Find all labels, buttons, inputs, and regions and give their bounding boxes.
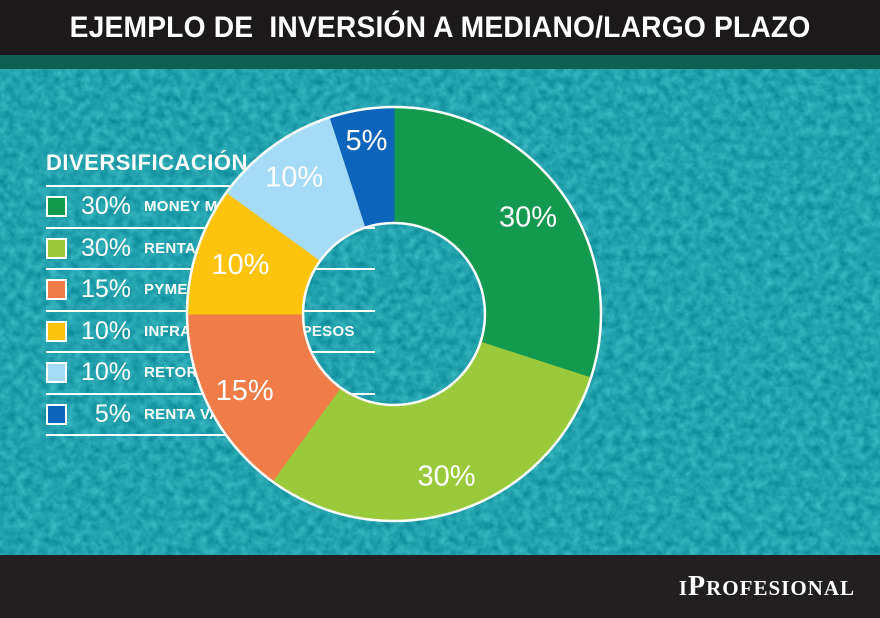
donut-slice-label: 30% <box>417 460 475 492</box>
legend-percent: 10% <box>80 316 131 345</box>
donut-slice <box>393 106 602 379</box>
chart-area: DIVERSIFICACIÓN 30% MONEY MARKET 30% RENTA … <box>0 69 880 555</box>
donut-slice-label: 15% <box>216 375 274 407</box>
legend-swatch <box>46 237 67 259</box>
donut-slice-label: 10% <box>211 249 269 281</box>
donut-chart: 30% 30% 15% 10% 10% 5% <box>185 105 603 523</box>
legend-swatch <box>46 320 67 342</box>
page-title: EJEMPLO DE INVERSIÓN A MEDIANO/LARGO PLA… <box>69 10 811 44</box>
legend-title: DIVERSIFICACIÓN <box>46 150 375 187</box>
legend-percent: 5% <box>94 399 131 428</box>
legend-percent: 30% <box>80 233 131 262</box>
legend-percent: 10% <box>80 358 131 387</box>
donut-slice-label: 30% <box>499 202 557 234</box>
footer-bar: IPROFESIONAL <box>0 555 880 618</box>
legend-swatch <box>46 362 67 384</box>
legend-percent: 30% <box>80 192 131 221</box>
donut-inner-outline <box>301 221 487 407</box>
donut-outer-outline <box>185 105 603 523</box>
legend-swatch <box>46 279 67 301</box>
donut-slice-label: 10% <box>265 162 323 194</box>
legend-swatch <box>46 196 67 218</box>
legend-percent: 15% <box>80 275 131 304</box>
brand-rest: ROFESIONAL <box>706 575 855 600</box>
brand-logo: IPROFESIONAL <box>679 571 855 603</box>
header-bar: EJEMPLO DE INVERSIÓN A MEDIANO/LARGO PLA… <box>0 0 880 55</box>
donut-slice-label: 5% <box>346 125 388 157</box>
legend-swatch <box>46 403 67 425</box>
brand-prefix: I <box>678 575 689 600</box>
header-accent-stripe <box>0 55 880 69</box>
brand-capital: P <box>688 570 707 602</box>
